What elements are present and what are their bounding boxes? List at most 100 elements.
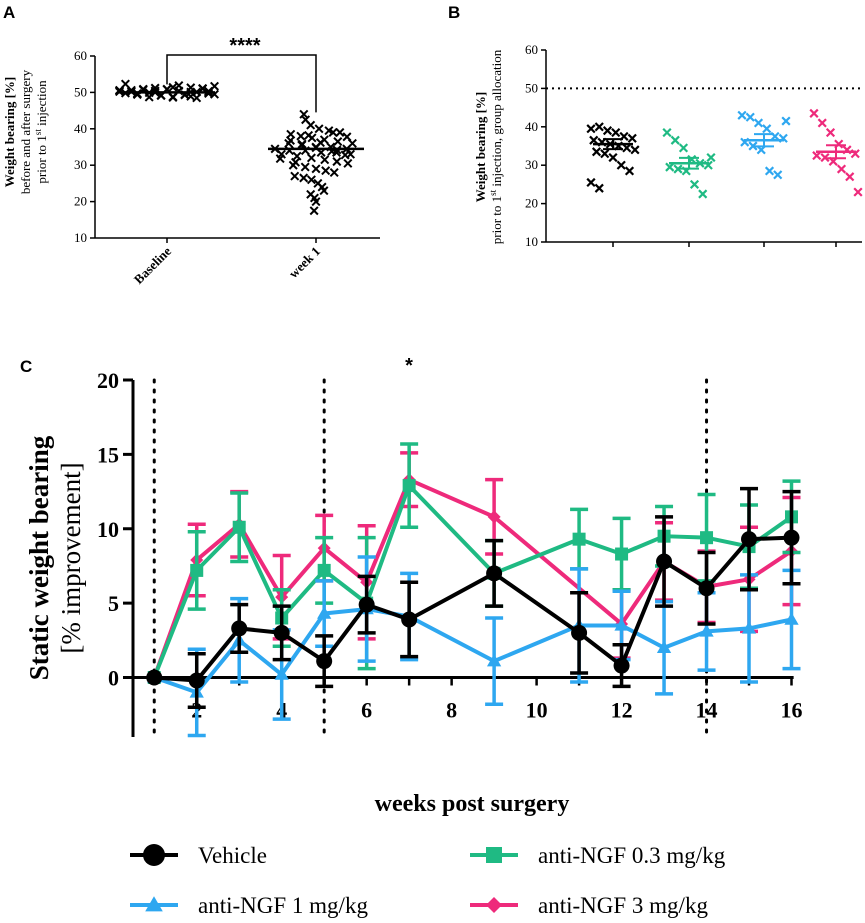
panel-a-point xyxy=(292,151,302,161)
panel-a-point xyxy=(306,120,316,130)
panel-letter-a: A xyxy=(3,3,15,22)
panel-a-point xyxy=(311,164,321,174)
panel-c-marker xyxy=(571,624,588,641)
panel-b-point xyxy=(853,187,863,197)
panel-c-significance: * xyxy=(405,355,413,377)
panel-a-point xyxy=(168,92,178,103)
panel-a-xtick-label: week 1 xyxy=(286,244,323,281)
panel-a-point xyxy=(315,138,325,148)
panel-b-point xyxy=(678,143,689,153)
panel-c-marker xyxy=(656,553,673,570)
panel-letter-c: C xyxy=(20,357,32,376)
panel-b-point xyxy=(670,135,680,145)
panel-c-marker xyxy=(146,669,163,686)
panel-c-marker xyxy=(486,653,502,667)
panel-c-marker xyxy=(784,612,799,625)
panel-b-ytick-label: 10 xyxy=(525,234,538,249)
panel-a-point xyxy=(309,206,319,216)
panel-c-marker xyxy=(402,479,416,493)
panel-a-point xyxy=(285,135,296,145)
panel-a-ytick-label: 40 xyxy=(74,121,87,136)
panel-a-point xyxy=(186,83,196,93)
panel-a-point xyxy=(290,171,300,181)
legend-marker xyxy=(486,847,502,863)
panel-a-point xyxy=(335,127,345,137)
panel-a-ylabel: Weight bearing [%] xyxy=(2,77,17,188)
panel-b-point xyxy=(622,143,632,153)
panel-b-point xyxy=(602,126,613,136)
legend-label: anti-NGF 1 mg/kg xyxy=(198,893,368,918)
panel-b-point xyxy=(662,127,672,138)
panel-b-point xyxy=(665,162,675,172)
panel-b-point xyxy=(689,179,700,189)
panel-c-line xyxy=(152,483,793,679)
panel-c-line xyxy=(153,607,792,695)
panel-a-point xyxy=(328,127,338,137)
panel-c-marker xyxy=(741,621,757,634)
panel-b-point xyxy=(586,177,596,188)
panel-c-marker xyxy=(316,653,333,670)
panel-b-point xyxy=(586,124,596,134)
panel-c-ylabel2: [% improvement] xyxy=(56,462,86,653)
panel-a-point xyxy=(296,131,306,141)
panel-c-ytick-label: 0 xyxy=(108,666,119,691)
legend-marker xyxy=(143,844,165,866)
legend-marker xyxy=(145,896,163,912)
panel-a-point xyxy=(321,166,331,176)
panel-a-point xyxy=(333,137,343,147)
panel-c-ytick-label: 10 xyxy=(97,517,119,542)
panel-c-marker xyxy=(232,520,246,534)
legend-label: anti-NGF 3 mg/kg xyxy=(538,893,708,918)
panel-b-point xyxy=(845,172,855,182)
panel-c-marker xyxy=(486,565,503,582)
panel-b-point xyxy=(594,122,604,132)
panel-b-point xyxy=(781,116,791,126)
panel-b-point xyxy=(817,118,827,128)
panel-c-marker xyxy=(572,532,586,546)
panel-c-marker xyxy=(487,510,501,524)
panel-c-marker xyxy=(615,547,629,561)
panel-b-point xyxy=(764,166,775,176)
panel-b-point xyxy=(820,152,830,163)
panel-b-point xyxy=(812,151,822,161)
panel-c-marker xyxy=(656,640,672,653)
panel-b-point xyxy=(624,166,635,176)
panel-a-point xyxy=(291,157,301,167)
panel-b-point xyxy=(809,108,819,118)
panel-a-point xyxy=(299,173,309,183)
panel-a-point xyxy=(198,83,208,93)
panel-c-xlabel: weeks post surgery xyxy=(375,791,570,817)
panel-a-ytick-label: 20 xyxy=(74,194,87,209)
panel-c-marker xyxy=(613,657,630,674)
panel-b-ytick-label: 50 xyxy=(525,80,538,95)
panel-b-point xyxy=(611,127,621,138)
panel-a-point xyxy=(311,197,321,207)
panel-a-point xyxy=(186,91,196,101)
panel-c-xtick-label: 10 xyxy=(526,698,548,723)
panel-c: Static weight bearing [% improvement] we… xyxy=(24,355,803,817)
panel-a-point xyxy=(319,186,329,196)
panel-a: Weight bearing [%] before and after surg… xyxy=(2,35,380,287)
panel-c-ytick-label: 5 xyxy=(108,591,119,616)
panel-c-xtick-label: 16 xyxy=(781,698,803,723)
panel-a-significance: **** xyxy=(229,35,260,57)
legend-marker xyxy=(486,897,502,913)
panel-letter-b: B xyxy=(448,3,460,22)
panel-a-point xyxy=(343,158,353,168)
panel-a-point xyxy=(306,175,316,185)
panel-c-marker xyxy=(700,531,714,545)
panel-c-marker xyxy=(401,611,418,628)
panel-b-point xyxy=(748,141,758,151)
panel-b-ylabel: Weight bearing [%] xyxy=(473,92,488,203)
panel-b-point xyxy=(616,160,626,170)
panel-b-point xyxy=(673,164,683,174)
panel-c-marker xyxy=(231,620,248,637)
panel-b-ytick-label: 20 xyxy=(525,196,538,211)
panel-b-ytick-label: 30 xyxy=(525,157,538,172)
panel-b-point xyxy=(706,152,716,163)
panel-b: Weight bearing [%] prior to 1st injectio… xyxy=(473,42,863,249)
panel-a-point xyxy=(332,157,342,167)
panel-a-point xyxy=(340,150,350,160)
panel-c-ytick-label: 20 xyxy=(97,368,119,393)
